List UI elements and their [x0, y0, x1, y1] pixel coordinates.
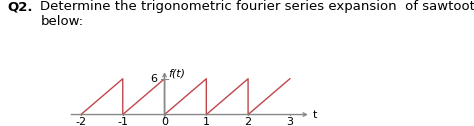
Text: 3: 3 — [286, 117, 293, 126]
Text: t: t — [313, 109, 317, 120]
Text: 6: 6 — [150, 74, 157, 84]
Text: 1: 1 — [203, 117, 210, 126]
Text: Determine the trigonometric fourier series expansion  of sawtooth waveform given: Determine the trigonometric fourier seri… — [40, 0, 474, 28]
Text: -2: -2 — [75, 117, 87, 126]
Text: 2: 2 — [245, 117, 252, 126]
Text: f(t): f(t) — [169, 69, 186, 79]
Text: -1: -1 — [117, 117, 128, 126]
Text: 0: 0 — [161, 117, 168, 126]
Text: Q2.: Q2. — [7, 0, 33, 13]
